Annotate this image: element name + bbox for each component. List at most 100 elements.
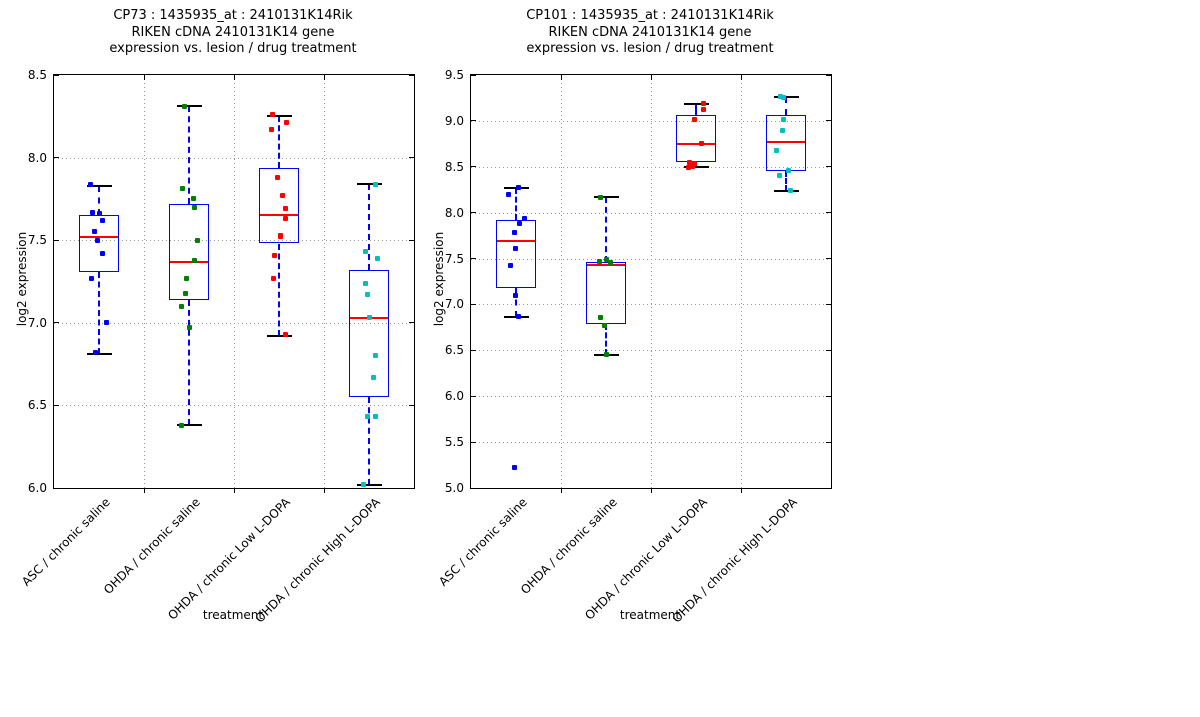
- x-tick-label: OHDA / chronic High L-DOPA: [669, 495, 800, 626]
- data-point: [181, 103, 187, 109]
- y-tick-mark: [471, 395, 476, 397]
- x-tick-mark: [233, 488, 235, 493]
- data-point: [506, 191, 512, 197]
- data-point: [282, 206, 288, 212]
- data-point: [88, 181, 94, 187]
- x-tick-mark: [233, 75, 235, 80]
- whisker-cap-bottom: [176, 424, 202, 427]
- data-point: [512, 465, 518, 471]
- whisker-cap-bottom: [356, 483, 382, 486]
- data-point: [513, 245, 519, 251]
- whisker-lower: [605, 323, 607, 355]
- data-point: [282, 331, 288, 337]
- whisker-lower: [278, 243, 280, 336]
- right-plot-title: CP101 : 1435935_at : 2410131K14Rik RIKEN…: [470, 8, 830, 58]
- data-point: [365, 292, 371, 298]
- y-tick-label: 5.5: [444, 435, 464, 450]
- y-tick-label: 7.0: [27, 315, 47, 330]
- y-tick-mark: [409, 487, 414, 489]
- y-tick-mark: [54, 404, 59, 406]
- data-point: [280, 193, 286, 199]
- data-point: [608, 259, 614, 265]
- data-point: [88, 275, 94, 281]
- group-separator: [651, 75, 652, 488]
- y-tick-mark: [409, 404, 414, 406]
- whisker-cap-top: [266, 115, 292, 118]
- y-tick-label: 7.5: [27, 233, 47, 248]
- box: [259, 167, 299, 244]
- whisker-lower: [368, 397, 370, 485]
- x-tick-label: OHDA / chronic Low L-DOPA: [582, 495, 710, 623]
- y-tick-mark: [826, 258, 831, 260]
- y-tick-mark: [54, 239, 59, 241]
- whisker-cap-top: [356, 183, 382, 186]
- y-tick-mark: [826, 349, 831, 351]
- data-point: [781, 95, 787, 101]
- y-tick-mark: [471, 441, 476, 443]
- y-tick-label: 7.5: [444, 251, 464, 266]
- data-point: [277, 234, 283, 240]
- group-separator: [741, 75, 742, 488]
- whisker-cap-top: [176, 105, 202, 108]
- box: [496, 220, 536, 288]
- data-point: [92, 350, 98, 356]
- whisker-cap-bottom: [773, 189, 799, 192]
- data-point: [178, 422, 184, 428]
- data-point: [103, 320, 109, 326]
- whisker-lower: [515, 287, 517, 318]
- whisker-upper: [605, 197, 607, 263]
- y-tick-mark: [409, 239, 414, 241]
- whisker-upper: [188, 106, 190, 204]
- x-tick-mark: [560, 488, 562, 493]
- data-point: [89, 209, 95, 215]
- x-tick-mark: [740, 75, 742, 80]
- whisker-cap-top: [86, 184, 112, 187]
- title-line: CP73 : 1435935_at : 2410131K14Rik: [113, 8, 353, 23]
- data-point: [367, 315, 373, 321]
- y-tick-mark: [826, 166, 831, 168]
- data-point: [781, 117, 787, 123]
- y-tick-label: 6.0: [27, 481, 47, 495]
- box: [676, 115, 716, 163]
- y-tick-mark: [471, 212, 476, 214]
- y-tick-label: 8.5: [27, 68, 47, 82]
- data-point: [512, 230, 518, 236]
- x-tick-mark: [650, 75, 652, 80]
- data-point: [375, 255, 381, 261]
- y-tick-mark: [471, 74, 476, 76]
- x-tick-mark: [560, 75, 562, 80]
- y-tick-label: 8.0: [444, 205, 464, 220]
- y-tick-label: 6.5: [444, 343, 464, 358]
- data-point: [94, 237, 100, 243]
- title-line: expression vs. lesion / drug treatment: [526, 41, 774, 56]
- y-tick-mark: [826, 212, 831, 214]
- data-point: [270, 275, 276, 281]
- y-tick-mark: [409, 157, 414, 159]
- data-point: [363, 280, 369, 286]
- median-line: [260, 214, 298, 217]
- data-point: [100, 250, 106, 256]
- y-tick-mark: [54, 322, 59, 324]
- whisker-cap-top: [593, 196, 619, 199]
- y-tick-mark: [826, 120, 831, 122]
- whisker-upper: [515, 187, 517, 220]
- data-point: [507, 263, 513, 269]
- whisker-upper: [278, 116, 280, 168]
- y-tick-label: 8.0: [27, 150, 47, 165]
- whisker-cap-bottom: [86, 353, 112, 356]
- y-tick-label: 9.5: [444, 68, 464, 82]
- whisker-lower: [785, 171, 787, 191]
- group-separator: [561, 75, 562, 488]
- data-point: [517, 221, 523, 227]
- median-line: [677, 142, 715, 145]
- data-point: [773, 147, 779, 153]
- whisker-upper: [98, 185, 100, 216]
- data-point: [191, 204, 197, 210]
- x-tick-mark: [650, 488, 652, 493]
- right-plot-area: 5.0 5.5 6.0 6.5 7.0 7.5 8.0 8.5 9.0 9.5 ASC / chro…: [436, 68, 832, 625]
- data-point: [271, 252, 277, 258]
- data-point: [596, 258, 602, 264]
- right-x-axis-label: treatment: [619, 608, 681, 622]
- data-point: [268, 127, 274, 133]
- whisker-cap-bottom: [266, 335, 292, 338]
